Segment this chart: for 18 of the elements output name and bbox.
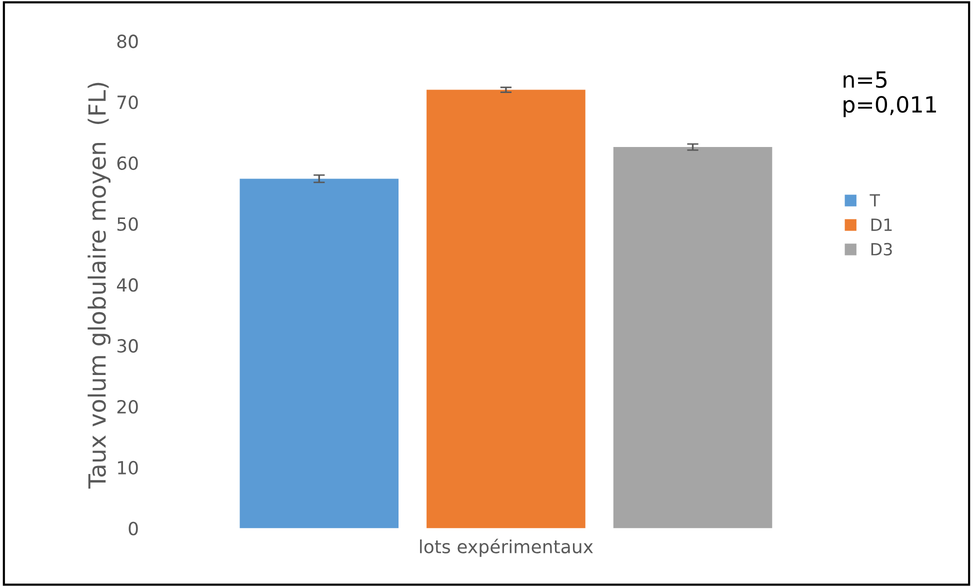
y-tick-label: 50 bbox=[117, 217, 138, 231]
y-tick-label: 10 bbox=[118, 460, 138, 475]
legend-label: D3 bbox=[871, 242, 892, 256]
text: n=5 p=0,011 bbox=[844, 71, 936, 118]
legend-label: T bbox=[870, 194, 880, 206]
y-tick-label: 40 bbox=[116, 278, 138, 292]
y-tick-label: 80 bbox=[117, 34, 138, 48]
legend-label: D1 bbox=[871, 218, 892, 231]
x-axis-title: lots expérimentaux bbox=[420, 538, 593, 557]
y-tick-label: 60 bbox=[117, 156, 138, 170]
y-tick-label: 70 bbox=[118, 95, 138, 110]
y-tick-label: 20 bbox=[117, 400, 138, 414]
y-tick-label: 30 bbox=[117, 339, 138, 353]
bar bbox=[426, 90, 586, 528]
y-axis-title: Taux volum globulaire moyen (FL) bbox=[88, 82, 111, 489]
bar bbox=[240, 178, 399, 528]
bar bbox=[613, 147, 772, 528]
y-tick-label: 0 bbox=[128, 522, 138, 536]
